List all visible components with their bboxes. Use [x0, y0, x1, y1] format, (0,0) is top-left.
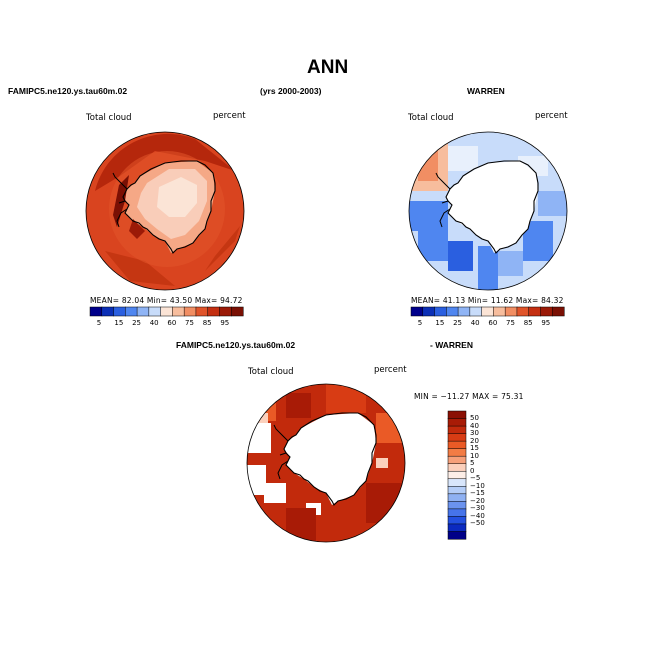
colorbar-tick-label: 5 [470, 459, 475, 468]
colorbar-swatch [447, 410, 467, 420]
colorbar-swatch [230, 306, 244, 317]
colorbar-tick-label: 20 [470, 436, 479, 445]
colorbar-swatch [447, 478, 467, 487]
colorbar-swatch [447, 516, 467, 525]
colorbar-swatch [528, 306, 542, 317]
panel1-colorbar-labels: 5 15 25 40 60 75 85 95 [90, 319, 243, 329]
colorbar-swatch [447, 508, 467, 517]
colorbar-swatch [447, 418, 467, 427]
panel3-variable-label: Total cloud [248, 367, 294, 377]
colorbar-tick-label: 5 [417, 319, 423, 327]
colorbar-swatch [219, 306, 232, 317]
colorbar-tick-label: −20 [470, 496, 485, 505]
colorbar-swatch [113, 306, 126, 317]
colorbar-swatch [504, 306, 518, 317]
colorbar-swatch [481, 306, 494, 317]
colorbar-tick-label: −40 [470, 511, 485, 520]
figure-title: ANN [307, 57, 349, 78]
colorbar-swatch [172, 306, 185, 317]
panel2-colorbar [410, 306, 565, 317]
colorbar-tick-label: 15 [470, 444, 479, 453]
colorbar-swatch [446, 306, 459, 317]
colorbar-swatch [195, 306, 209, 317]
colorbar-swatch [447, 493, 467, 502]
panel3-minmax: MIN = −11.27 MAX = 75.31 [414, 392, 524, 401]
colorbar-swatch [447, 486, 467, 495]
colorbar-swatch [434, 306, 447, 317]
colorbar-swatch [447, 523, 467, 533]
panel2-stats: MEAN= 41.13 Min= 11.62 Max= 84.32 [411, 296, 564, 305]
panel3-colorbar-labels: 50 40 30 20 15 10 5 0 −5 −10 −15 −20 −30 −40 −50 [470, 411, 500, 539]
colorbar-tick-label: 85 [202, 319, 212, 327]
colorbar-tick-label: 40 [470, 319, 480, 327]
colorbar-swatch [540, 306, 553, 317]
colorbar-swatch [148, 306, 162, 317]
colorbar-swatch [125, 306, 138, 317]
colorbar-tick-label: 25 [132, 319, 141, 327]
panel3-header-left: FAMIPC5.ne120.ys.tau60m.02 [176, 340, 296, 350]
colorbar-swatch [207, 306, 221, 317]
panel1-units-label: percent [213, 111, 246, 121]
colorbar-tick-label: −10 [470, 481, 485, 490]
colorbar-tick-label: 95 [541, 319, 551, 327]
colorbar-swatch [516, 306, 530, 317]
panel2-variable-label: Total cloud [408, 113, 454, 123]
colorbar-tick-label: −5 [470, 474, 481, 483]
colorbar-swatch [136, 306, 150, 317]
colorbar-swatch [89, 306, 103, 317]
colorbar-tick-label: 15 [435, 319, 445, 327]
panel3-units-label: percent [374, 365, 407, 375]
years-header: (yrs 2000-2003) [260, 86, 322, 96]
colorbar-tick-label: 50 [470, 414, 479, 423]
panel2-colorbar-labels: 5 15 25 40 60 75 85 95 [411, 319, 564, 329]
colorbar-swatch [447, 455, 467, 465]
colorbar-swatch [447, 433, 467, 442]
colorbar-swatch [447, 463, 467, 472]
colorbar-swatch [469, 306, 483, 317]
panel3-header-right: - WARREN [430, 340, 473, 350]
colorbar-swatch [447, 501, 467, 510]
colorbar-swatch [447, 470, 467, 480]
panel1-stats: MEAN= 82.04 Min= 43.50 Max= 94.72 [90, 296, 243, 305]
colorbar-swatch [101, 306, 115, 317]
colorbar-tick-label: −30 [470, 504, 485, 513]
colorbar-tick-label: −15 [470, 489, 485, 498]
colorbar-swatch [160, 306, 173, 317]
colorbar-tick-label: 60 [488, 319, 498, 327]
colorbar-tick-label: 5 [96, 319, 102, 327]
colorbar-swatch [422, 306, 436, 317]
colorbar-swatch [447, 531, 467, 540]
panel2-units-label: percent [535, 111, 568, 121]
colorbar-tick-label: 10 [470, 451, 479, 460]
colorbar-swatch [447, 448, 467, 457]
colorbar-tick-label: 85 [523, 319, 533, 327]
panel1-header: FAMIPC5.ne120.ys.tau60m.02 [8, 86, 128, 96]
panel3-colorbar [447, 410, 467, 540]
colorbar-tick-label: 40 [470, 421, 479, 430]
colorbar-tick-label: 75 [185, 319, 194, 327]
colorbar-tick-label: 15 [114, 319, 124, 327]
colorbar-tick-label: 95 [220, 319, 230, 327]
panel2-header: WARREN [467, 86, 505, 96]
colorbar-tick-label: −50 [470, 519, 485, 528]
colorbar-tick-label: 30 [470, 429, 479, 438]
colorbar-tick-label: 60 [167, 319, 177, 327]
colorbar-tick-label: 0 [470, 466, 475, 475]
colorbar-tick-label: 75 [506, 319, 515, 327]
colorbar-swatch [447, 425, 467, 435]
colorbar-tick-label: 40 [149, 319, 159, 327]
panel1-polar-map [85, 131, 245, 291]
colorbar-swatch [183, 306, 197, 317]
colorbar-swatch [551, 306, 565, 317]
colorbar-swatch [457, 306, 471, 317]
panel3-polar-map [246, 383, 406, 543]
panel2-polar-map [408, 131, 568, 291]
colorbar-swatch [493, 306, 506, 317]
panel1-variable-label: Total cloud [86, 113, 132, 123]
colorbar-tick-label: 25 [453, 319, 462, 327]
panel1-colorbar [89, 306, 244, 317]
colorbar-swatch [447, 440, 467, 450]
colorbar-swatch [410, 306, 424, 317]
